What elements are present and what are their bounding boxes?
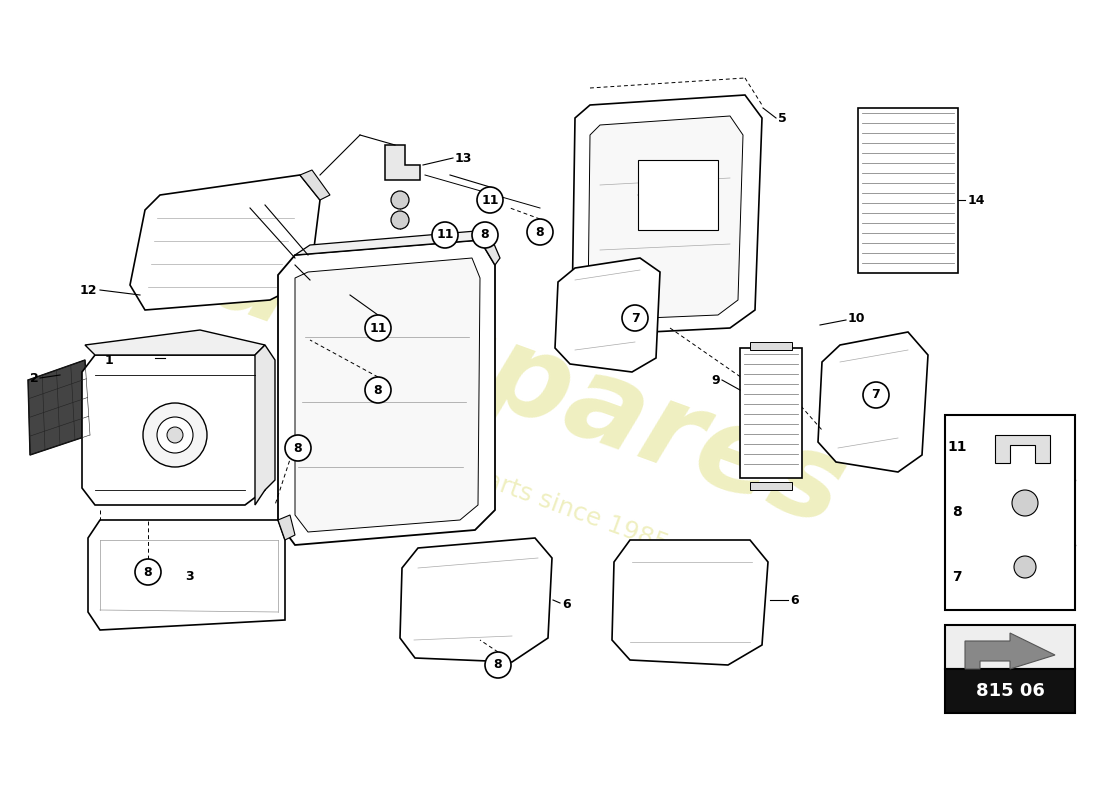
Bar	[750, 342, 792, 350]
Polygon shape	[295, 230, 488, 255]
Polygon shape	[612, 540, 768, 665]
Text: 7: 7	[871, 389, 880, 402]
Text: 9: 9	[712, 374, 720, 386]
Polygon shape	[88, 520, 285, 630]
Text: a passion for parts since 1985: a passion for parts since 1985	[308, 404, 672, 556]
Polygon shape	[130, 175, 320, 310]
Text: 11: 11	[370, 322, 387, 334]
Text: 8: 8	[294, 442, 302, 454]
Circle shape	[167, 427, 183, 443]
Polygon shape	[255, 345, 275, 505]
Bar	[945, 625, 1075, 669]
Bar	[945, 415, 1075, 610]
Text: 4: 4	[381, 383, 389, 397]
Text: 6: 6	[562, 598, 571, 611]
Polygon shape	[278, 515, 295, 540]
Text: 2: 2	[30, 371, 38, 385]
Text: eurospares: eurospares	[120, 188, 860, 552]
Circle shape	[864, 382, 889, 408]
Text: 14: 14	[968, 194, 986, 206]
Bar	[638, 160, 718, 230]
Circle shape	[1014, 556, 1036, 578]
Text: 11: 11	[437, 229, 453, 242]
Polygon shape	[996, 435, 1050, 463]
Circle shape	[157, 417, 192, 453]
Bar	[740, 348, 802, 478]
Bar	[858, 108, 958, 273]
Text: 10: 10	[848, 311, 866, 325]
Text: 13: 13	[455, 151, 472, 165]
Polygon shape	[28, 360, 90, 455]
Polygon shape	[588, 116, 742, 320]
Circle shape	[143, 403, 207, 467]
Circle shape	[432, 222, 458, 248]
Text: 6: 6	[790, 594, 799, 606]
Polygon shape	[295, 258, 480, 532]
Text: 815 06: 815 06	[976, 682, 1044, 700]
Circle shape	[477, 187, 503, 213]
Polygon shape	[818, 332, 928, 472]
Polygon shape	[480, 230, 501, 265]
Circle shape	[485, 652, 512, 678]
Circle shape	[390, 211, 409, 229]
Text: 1: 1	[104, 354, 113, 366]
Text: 5: 5	[778, 111, 786, 125]
Circle shape	[285, 435, 311, 461]
Polygon shape	[965, 633, 1055, 669]
Text: 7: 7	[953, 570, 961, 584]
Bar	[945, 669, 1075, 713]
Circle shape	[365, 315, 390, 341]
Polygon shape	[300, 170, 330, 200]
Text: 11: 11	[947, 440, 967, 454]
Circle shape	[365, 377, 390, 403]
Bar	[750, 482, 792, 490]
Text: 8: 8	[144, 566, 152, 578]
Circle shape	[527, 219, 553, 245]
Polygon shape	[385, 145, 420, 180]
Polygon shape	[400, 538, 552, 662]
Text: 8: 8	[494, 658, 503, 671]
Polygon shape	[572, 95, 762, 335]
Text: 12: 12	[80, 283, 98, 297]
Circle shape	[390, 191, 409, 209]
Text: 8: 8	[374, 383, 383, 397]
Text: 8: 8	[481, 229, 490, 242]
Polygon shape	[82, 355, 265, 505]
Circle shape	[621, 305, 648, 331]
Circle shape	[472, 222, 498, 248]
Polygon shape	[85, 330, 265, 355]
Text: 8: 8	[536, 226, 544, 238]
Text: 3: 3	[186, 570, 195, 582]
Text: 11: 11	[482, 194, 498, 206]
Polygon shape	[278, 240, 495, 545]
Circle shape	[1012, 490, 1038, 516]
Polygon shape	[556, 258, 660, 372]
Text: 7: 7	[630, 311, 639, 325]
Text: 8: 8	[953, 505, 961, 519]
Circle shape	[135, 559, 161, 585]
